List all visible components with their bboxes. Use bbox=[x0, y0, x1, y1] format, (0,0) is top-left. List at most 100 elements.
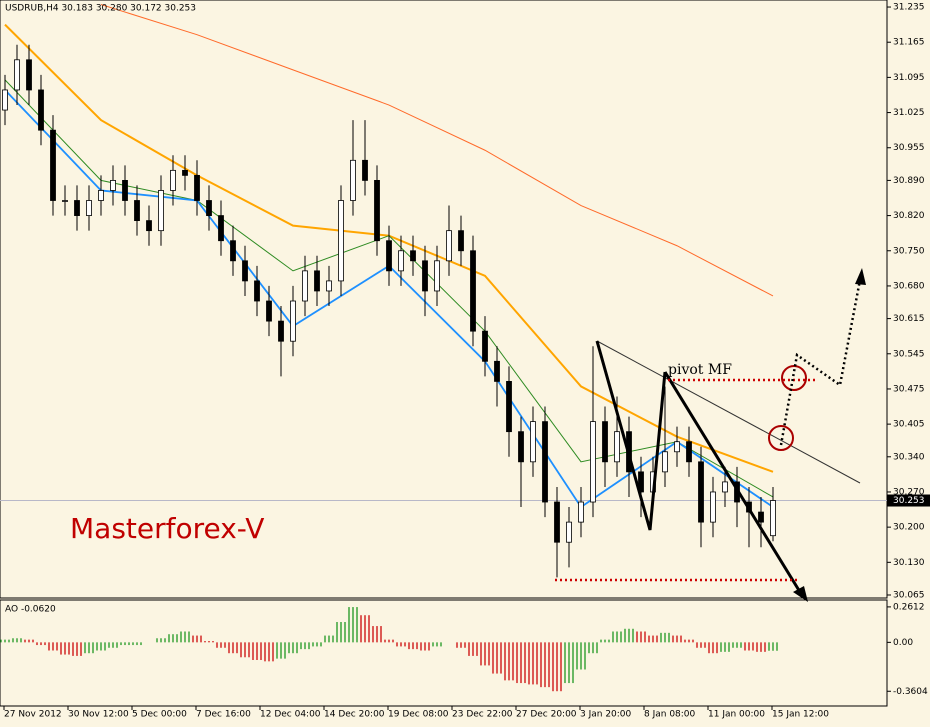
candle-body bbox=[458, 230, 464, 252]
candle-body bbox=[206, 200, 212, 216]
candle-body bbox=[182, 169, 188, 176]
candle-body bbox=[566, 521, 572, 543]
y2-tick-label: 0.00 bbox=[893, 638, 913, 648]
candle-body bbox=[518, 431, 524, 463]
candle-body bbox=[62, 200, 68, 202]
y-tick-label: 30.955 bbox=[893, 143, 925, 153]
x-tick-label: 3 Jan 20:00 bbox=[580, 710, 632, 720]
candle-body bbox=[290, 300, 296, 342]
x-tick-label: 23 Dec 22:00 bbox=[452, 710, 513, 720]
candle-body bbox=[446, 230, 452, 262]
x-tick-label: 15 Jan 12:00 bbox=[772, 710, 829, 720]
candle-body bbox=[134, 200, 140, 222]
candle-body bbox=[218, 215, 224, 242]
candle-body bbox=[386, 240, 392, 272]
candle-body bbox=[554, 501, 560, 543]
candle-body bbox=[674, 441, 680, 453]
x-tick-label: 11 Jan 00:00 bbox=[708, 710, 765, 720]
y-tick-label: 30.065 bbox=[893, 590, 925, 600]
y-tick-label: 30.890 bbox=[893, 176, 925, 186]
candle-body bbox=[98, 190, 104, 201]
candle-body bbox=[602, 421, 608, 463]
y2-tick-label: -0.3604 bbox=[893, 687, 928, 697]
x-tick-label: 5 Dec 00:00 bbox=[132, 710, 187, 720]
candle-body bbox=[542, 421, 548, 503]
price-label: 30.253 bbox=[893, 496, 925, 506]
candle-body bbox=[638, 471, 644, 493]
zigzag bbox=[595, 340, 667, 531]
candle-body bbox=[314, 270, 320, 292]
candle-body bbox=[398, 250, 404, 272]
candle-body bbox=[278, 320, 284, 342]
y-tick-label: 31.025 bbox=[893, 108, 925, 118]
candle-body bbox=[302, 270, 308, 302]
candle-body bbox=[326, 280, 332, 292]
candle-body bbox=[2, 89, 8, 111]
y-tick-label: 30.545 bbox=[893, 349, 925, 359]
candle-body bbox=[662, 451, 668, 473]
candle-body bbox=[494, 360, 500, 382]
arrow-head bbox=[793, 586, 808, 602]
chart-title: USDRUB,H4 30.183 30.280 30.172 30.253 bbox=[5, 4, 196, 14]
candle-body bbox=[590, 421, 596, 503]
candle-body bbox=[74, 200, 80, 216]
indicator-panel bbox=[0, 599, 888, 707]
candle-body bbox=[770, 500, 776, 537]
candle-body bbox=[170, 169, 176, 191]
forecast-path bbox=[779, 279, 862, 446]
x-tick-label: 19 Dec 08:00 bbox=[388, 710, 449, 720]
candle-body bbox=[506, 381, 512, 433]
y-tick-label: 30.615 bbox=[893, 314, 925, 324]
candle-body bbox=[686, 441, 692, 463]
arrow-line bbox=[663, 371, 802, 593]
y-tick-label: 30.405 bbox=[893, 420, 925, 430]
candle-body bbox=[530, 421, 536, 463]
candle-body bbox=[14, 59, 20, 91]
candle-body bbox=[158, 190, 164, 232]
x-tick-label: 8 Jan 08:00 bbox=[644, 710, 696, 720]
y-tick-label: 30.130 bbox=[893, 558, 925, 568]
candle-body bbox=[194, 174, 200, 201]
candle-body bbox=[362, 159, 368, 181]
main-panel bbox=[0, 0, 888, 599]
price-box bbox=[887, 494, 930, 507]
pivot-label: pivot MF bbox=[668, 362, 732, 378]
candle-body bbox=[254, 280, 260, 302]
y-tick-label: 30.200 bbox=[893, 523, 925, 533]
marks bbox=[0, 4, 887, 692]
x-tick-label: 30 Nov 12:00 bbox=[68, 710, 129, 720]
y-tick-label: 30.270 bbox=[893, 487, 925, 497]
candle-body bbox=[578, 501, 584, 523]
target-circle bbox=[768, 425, 794, 451]
candle-body bbox=[266, 300, 272, 322]
candle-body bbox=[338, 200, 344, 282]
candle-body bbox=[26, 59, 32, 91]
candle-body bbox=[422, 260, 428, 292]
x-tick-label: 27 Dec 20:00 bbox=[516, 710, 577, 720]
forecast-arrow bbox=[855, 268, 866, 285]
y-tick-label: 30.340 bbox=[893, 452, 925, 462]
y2-tick-label: 0.2612 bbox=[893, 602, 925, 612]
candle-body bbox=[410, 250, 416, 262]
y-tick-label: 30.475 bbox=[893, 384, 925, 394]
candle-body bbox=[470, 250, 476, 332]
x-tick-label: 14 Dec 20:00 bbox=[324, 710, 385, 720]
watermark: Masterforex-V bbox=[70, 512, 264, 545]
candle-body bbox=[374, 180, 380, 242]
y-tick-label: 30.750 bbox=[893, 246, 925, 256]
candle-body bbox=[710, 491, 716, 523]
candle-body bbox=[122, 180, 128, 201]
trend-line bbox=[596, 340, 861, 484]
candle-body bbox=[434, 260, 440, 292]
y-tick-label: 30.820 bbox=[893, 211, 925, 221]
candle-body bbox=[350, 159, 356, 201]
candle-body bbox=[230, 240, 236, 262]
candle-body bbox=[698, 461, 704, 523]
candle-body bbox=[38, 89, 44, 131]
candle-body bbox=[758, 511, 764, 523]
candle-body bbox=[50, 129, 56, 201]
x-tick-label: 7 Dec 16:00 bbox=[196, 710, 251, 720]
indicator-title: AO -0.0620 bbox=[5, 605, 56, 615]
